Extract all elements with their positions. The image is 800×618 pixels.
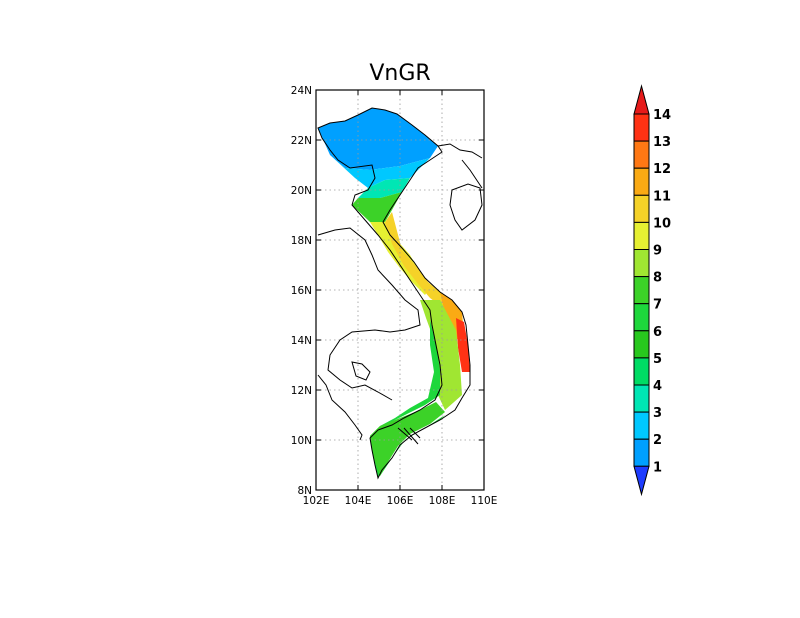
north-band-blue	[318, 108, 438, 170]
map-title: VnGR	[369, 61, 430, 86]
coastlines	[317, 107, 483, 480]
map-grid	[316, 90, 484, 490]
colorbar-label: 14	[653, 108, 671, 123]
colorbar-label: 10	[653, 216, 671, 231]
colorbar-segment	[633, 113, 650, 142]
x-tick-label: 102E	[303, 495, 330, 507]
colorbar-segment	[633, 330, 650, 359]
north-band-lightcyan	[358, 178, 410, 198]
map-panel	[316, 90, 484, 490]
colorbar-label: 12	[653, 162, 671, 177]
leizhou-peninsula	[461, 159, 483, 189]
colorbar-segment	[633, 411, 650, 440]
colorbar-segment	[633, 357, 650, 386]
north-band-green	[352, 192, 402, 222]
x-tick-label: 104E	[345, 495, 372, 507]
map-frame: 102E 104E 106E 108E 110E 8N 10N 12N 14N 16N 18N 20…	[291, 85, 498, 507]
central-band-red	[456, 318, 470, 372]
x-tick-label: 108E	[429, 495, 456, 507]
colorbar: 14 13 12 11 10 9 8 7 6 5 4 3 2 1	[633, 84, 671, 497]
colorbar-segment	[633, 438, 650, 467]
colorbar-segment	[633, 194, 650, 223]
data-field	[318, 108, 470, 478]
colorbar-extend-top	[633, 84, 650, 115]
y-tick-label: 24N	[291, 85, 312, 97]
north-band-cyan	[330, 155, 430, 188]
china-coast	[437, 143, 483, 159]
south-band-green	[370, 320, 455, 478]
y-tick-label: 20N	[291, 185, 312, 197]
y-tick-label: 14N	[291, 335, 312, 347]
colorbar-segment	[633, 303, 650, 332]
x-tick-label: 110E	[471, 495, 498, 507]
colorbar-label: 3	[653, 406, 662, 421]
y-tick-label: 18N	[291, 235, 312, 247]
y-tick-label: 22N	[291, 135, 312, 147]
y-axis-ticks: 8N 10N 12N 14N 16N 18N 20N 22N 24N	[291, 85, 484, 497]
colorbar-label: 6	[653, 325, 662, 340]
tonle-sap-lake	[351, 361, 371, 381]
colorbar-segment	[633, 167, 650, 196]
colorbar-label: 11	[653, 189, 671, 204]
laos-cambodia-border	[317, 227, 421, 401]
colorbar-label: 13	[653, 135, 671, 150]
gulf-coast	[317, 374, 363, 441]
colorbar-label: 5	[653, 352, 662, 367]
colorbar-segment	[633, 384, 650, 413]
colorbar-label: 7	[653, 298, 662, 313]
x-tick-label: 106E	[387, 495, 414, 507]
y-tick-label: 8N	[297, 485, 312, 497]
colorbar-extend-bottom	[633, 465, 650, 497]
colorbar-segment	[633, 221, 650, 250]
colorbar-segment	[633, 249, 650, 278]
colorbar-label: 8	[653, 271, 662, 286]
mekong-delta-channels	[397, 427, 421, 445]
colorbar-label: 4	[653, 379, 662, 394]
colorbar-segment	[633, 276, 650, 305]
vietnam-coastline	[317, 107, 471, 480]
hainan-island	[449, 183, 483, 231]
y-tick-label: 16N	[291, 285, 312, 297]
y-tick-label: 10N	[291, 435, 312, 447]
delta-band-green	[370, 402, 445, 476]
colorbar-label: 1	[653, 460, 662, 475]
colorbar-label: 9	[653, 244, 662, 259]
y-tick-label: 12N	[291, 385, 312, 397]
x-axis-ticks: 102E 104E 106E 108E 110E	[303, 90, 498, 507]
colorbar-segment	[633, 140, 650, 169]
colorbar-label: 2	[653, 433, 662, 448]
